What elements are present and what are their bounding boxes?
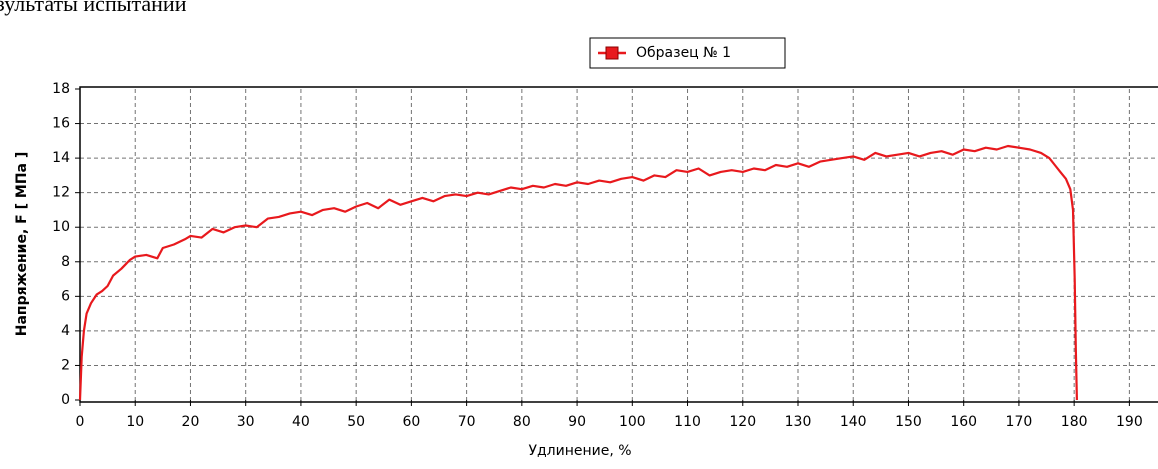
x-tick-label: 20 bbox=[182, 414, 200, 430]
x-tick-label: 30 bbox=[237, 414, 255, 430]
x-tick-label: 100 bbox=[619, 414, 646, 430]
x-tick-label: 140 bbox=[840, 414, 867, 430]
y-axis-label: Напряжение, F [ МПа ] bbox=[14, 152, 30, 337]
x-tick-label: 10 bbox=[126, 414, 144, 430]
x-tick-label: 110 bbox=[674, 414, 701, 430]
y-tick-label: 18 bbox=[52, 81, 70, 97]
x-tick-label: 150 bbox=[895, 414, 922, 430]
x-tick-label: 120 bbox=[729, 414, 756, 430]
x-tick-label: 40 bbox=[292, 414, 310, 430]
page-title: зультаты испытаний bbox=[0, 0, 187, 16]
y-tick-label: 12 bbox=[52, 185, 70, 201]
y-tick-label: 10 bbox=[52, 219, 70, 235]
y-tick-label: 2 bbox=[61, 357, 70, 373]
y-tick-label: 4 bbox=[61, 323, 70, 339]
x-axis-label: Удлинение, % bbox=[528, 443, 631, 459]
x-tick-label: 130 bbox=[785, 414, 812, 430]
y-tick-label: 16 bbox=[52, 116, 70, 132]
x-tick-label: 190 bbox=[1116, 414, 1143, 430]
plot-area bbox=[79, 86, 1158, 403]
x-tick-label: 60 bbox=[402, 414, 420, 430]
x-tick-label: 90 bbox=[568, 414, 586, 430]
x-tick-label: 70 bbox=[458, 414, 476, 430]
y-tick-label: 0 bbox=[61, 392, 70, 408]
x-tick-label: 170 bbox=[1006, 414, 1033, 430]
legend-marker bbox=[605, 46, 619, 60]
y-tick-label: 6 bbox=[61, 288, 70, 304]
y-tick-label: 14 bbox=[52, 150, 70, 166]
x-tick-label: 160 bbox=[950, 414, 977, 430]
x-tick-label: 50 bbox=[347, 414, 365, 430]
x-tick-label: 180 bbox=[1061, 414, 1088, 430]
data-line bbox=[78, 144, 1078, 401]
x-tick-label: 80 bbox=[513, 414, 531, 430]
legend-label: Образец № 1 bbox=[636, 45, 731, 61]
x-tick-label: 0 bbox=[76, 414, 85, 430]
y-tick-label: 8 bbox=[61, 254, 70, 270]
